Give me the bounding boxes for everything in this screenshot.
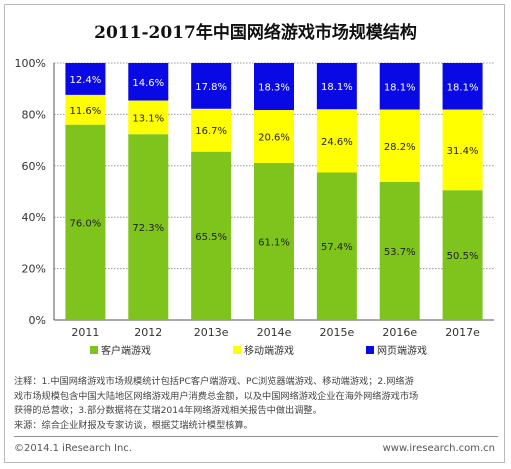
- chart-notes: 注释：1.中国网络游戏市场规模统计包括PC客户端游戏、PC浏览器端游戏、移动端游…: [14, 375, 502, 433]
- data-label: 12.4%: [70, 75, 102, 86]
- data-label: 13.1%: [132, 113, 164, 124]
- data-label: 16.7%: [195, 126, 227, 137]
- bar-segment: [442, 63, 483, 110]
- data-label: 72.3%: [132, 223, 164, 234]
- data-label: 65.5%: [195, 232, 227, 243]
- data-label: 31.4%: [447, 146, 479, 157]
- bar-segment: [65, 63, 106, 95]
- bar-segment: [65, 124, 106, 321]
- y-tick-label: 80%: [22, 108, 46, 121]
- bar-segment: [254, 63, 294, 111]
- bar-segment: [191, 108, 232, 152]
- bar-segment: [254, 162, 294, 320]
- data-label: 76.0%: [70, 218, 102, 229]
- bar-segment: [379, 109, 420, 182]
- y-tick-label: 100%: [15, 57, 46, 70]
- data-label: 28.2%: [384, 142, 416, 153]
- copyright: ©2014.1 iResearch Inc.: [14, 443, 132, 454]
- bar-segment: [65, 94, 106, 125]
- legend-label: 网页端游戏: [377, 344, 427, 357]
- bar-segment: [128, 100, 169, 135]
- x-tick-label: 2012: [134, 326, 162, 339]
- note-line-3: 获得的总营收；3.部分数据将在艾瑞2014年网络游戏相关报告中做出调整。: [14, 405, 322, 416]
- data-label: 50.5%: [447, 251, 479, 262]
- data-label: 14.6%: [132, 78, 164, 89]
- x-tick-label: 2016e: [382, 326, 417, 339]
- website: www.iresearch.com.cn: [382, 443, 495, 454]
- x-tick-label: 2017e: [445, 326, 480, 339]
- bar-segment: [442, 109, 483, 191]
- footer-divider: [14, 436, 498, 437]
- source-note: 来源：综合企业财报及专家访谈，根据艾瑞统计模型核算。: [14, 419, 253, 431]
- x-tick-label: 2013e: [194, 326, 229, 339]
- bar-segment: [379, 63, 420, 110]
- x-tick-label: 2011: [71, 326, 99, 339]
- bar-segment: [379, 181, 420, 320]
- data-label: 18.1%: [447, 82, 479, 93]
- note-line-2: 戏市场规模包含中国大陆地区网络游戏用户消费总金额，以及中国网络游戏企业在海外网络…: [14, 390, 419, 402]
- x-tick-label: 2015e: [319, 326, 354, 339]
- y-tick-label: 20%: [22, 263, 46, 276]
- data-label: 18.3%: [258, 83, 290, 94]
- legend-swatch: [90, 346, 98, 354]
- legend-swatch: [233, 346, 241, 354]
- note-line-1: 注释：1.中国网络游戏市场规模统计包括PC客户端游戏、PC浏览器端游戏、移动端游…: [14, 376, 414, 387]
- x-tick-label: 2014e: [257, 326, 292, 339]
- bar-segment: [191, 63, 232, 109]
- legend-label: 移动端游戏: [244, 344, 294, 357]
- data-label: 24.6%: [321, 137, 353, 148]
- y-tick-label: 0%: [29, 314, 46, 327]
- bar-segment: [316, 63, 357, 110]
- bar-segment: [316, 109, 357, 173]
- data-label: 11.6%: [70, 106, 102, 117]
- data-label: 61.1%: [258, 237, 290, 248]
- data-label: 17.8%: [195, 82, 227, 93]
- chart-title: 2011-2017年中国网络游戏市场规模结构: [94, 23, 417, 43]
- data-label: 18.1%: [384, 82, 416, 93]
- data-label: 18.1%: [321, 82, 353, 93]
- data-label: 20.6%: [258, 133, 290, 144]
- bar-segment: [254, 110, 294, 163]
- legend-swatch: [366, 346, 374, 354]
- legend-label: 客户端游戏: [101, 344, 151, 357]
- bar-segment: [128, 134, 169, 320]
- bar-segment: [128, 63, 169, 101]
- bar-segment: [316, 172, 357, 320]
- y-tick-label: 60%: [22, 160, 46, 173]
- data-label: 53.7%: [384, 247, 416, 258]
- bar-segment: [442, 190, 483, 320]
- data-label: 57.4%: [321, 242, 353, 253]
- bar-segment: [191, 151, 232, 320]
- y-tick-label: 40%: [22, 211, 46, 224]
